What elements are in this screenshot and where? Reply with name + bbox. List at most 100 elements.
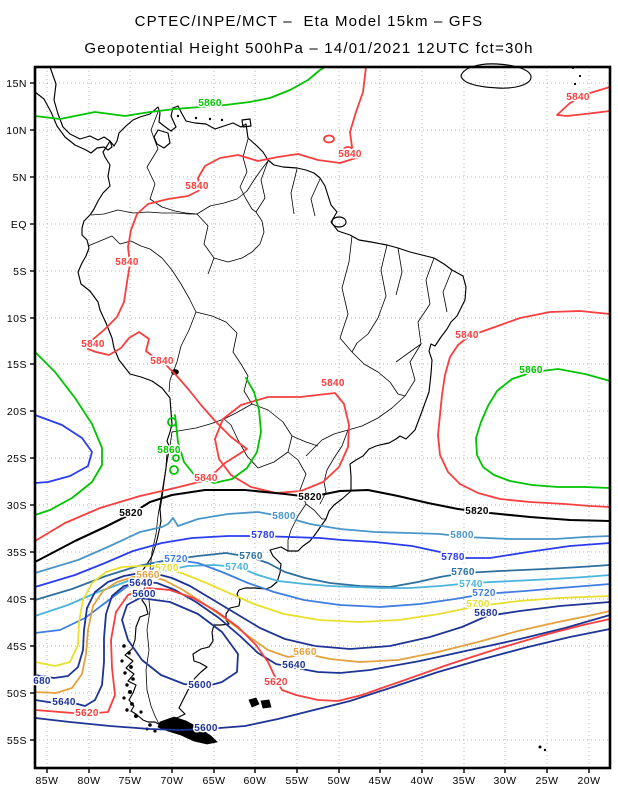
atlantic-island-outline: [460, 63, 532, 89]
lat-tick-label: 5N: [13, 172, 27, 184]
border-segment: [310, 178, 321, 217]
contour-5840-ne-corner: [556, 86, 611, 117]
border-segment: [377, 244, 388, 319]
lat-tick-label: 35S: [7, 547, 27, 559]
contour-5860-pacific: [34, 351, 103, 516]
lon-tick-label: 35W: [452, 775, 475, 787]
contour-5600-outer: [34, 628, 611, 731]
border-segment: [145, 431, 173, 725]
lat-tick-label: 55S: [7, 735, 27, 747]
trinidad-island: [241, 118, 252, 128]
border-segment: [195, 311, 253, 405]
contour-5780: [34, 535, 611, 588]
lon-tick-label: 65W: [202, 775, 225, 787]
border-segment: [305, 503, 326, 520]
contour-value-label: 5840: [185, 181, 209, 192]
map-frame: [33, 65, 612, 770]
contour-value-label: 5600: [188, 680, 212, 691]
lon-tick-label: 25W: [535, 775, 558, 787]
contour-value-label: 5800: [272, 511, 296, 522]
title-block: CPTEC/INPE/MCT – Eta Model 15km – GFS Ge…: [0, 0, 618, 62]
lat-tick-label: EQ: [11, 219, 27, 231]
contour-value-label: 5820: [465, 506, 489, 517]
lat-tick-label: 20S: [7, 406, 27, 418]
contour-5840-small-cell: [342, 146, 354, 154]
lat-tick-label: 5S: [13, 266, 27, 278]
country-borders: [87, 111, 453, 725]
lat-tick-label: 40S: [7, 594, 27, 606]
contour-5840-west: [34, 66, 367, 542]
contour-5860-atlantic-high: [475, 368, 611, 489]
contour-value-label: 5860: [198, 98, 222, 109]
contour-value-label: 5760: [239, 551, 263, 562]
title-line-1: CPTEC/INPE/MCT – Eta Model 15km – GFS: [134, 13, 484, 30]
contour-value-label: 5840: [321, 378, 345, 389]
border-segment: [239, 138, 257, 213]
contour-value-label: 5600: [194, 723, 218, 734]
contour-5840-east: [437, 310, 611, 508]
contour-5880-pacific-high: [34, 414, 93, 484]
central-america-pacific-coast: [34, 91, 113, 154]
contour-value-label: 5680: [474, 608, 498, 619]
border-segment: [319, 429, 349, 505]
border-segment: [395, 343, 422, 363]
contour-value-label: 5720: [472, 588, 496, 599]
contour-value-label: 5640: [129, 578, 153, 589]
contour-5700: [34, 565, 611, 667]
contour-value-label: 5840: [194, 473, 218, 484]
lon-tick-label: 30W: [493, 775, 516, 787]
lon-tick-label: 70W: [160, 775, 183, 787]
contour-value-label: 5700: [155, 563, 179, 574]
border-segment: [87, 235, 151, 250]
contour-value-label: 5780: [251, 530, 275, 541]
contour-value-label: 5840: [566, 92, 590, 103]
contour-value-label: 5620: [75, 708, 99, 719]
contour-value-label: 5620: [264, 677, 288, 688]
central-america-caribbean-coast: [49, 66, 111, 142]
border-segment: [255, 160, 269, 213]
contour-value-label: 680: [33, 676, 51, 687]
border-segment: [339, 337, 406, 397]
contour-value-label: 5640: [52, 697, 76, 708]
contour-value-label: 5740: [225, 562, 249, 573]
contour-5600-inner-closed: [121, 597, 239, 688]
border-segment: [395, 247, 403, 296]
contour-value-label: 5800: [450, 530, 474, 541]
contour-5820: [33, 488, 612, 564]
title-line-2: Geopotential Height 500hPa – 14/01/2021 …: [84, 40, 534, 57]
lon-tick-label: 40W: [410, 775, 433, 787]
border-segment: [149, 248, 197, 313]
border-segment: [146, 111, 198, 215]
axis-labels: 15N 10N 5N EQ 5S 10S 15S 20S 25S 30S 35S 40S 45S 50S 5…: [6, 78, 600, 787]
border-segment: [90, 209, 197, 216]
caribbean-islets: [176, 66, 582, 752]
border-segment: [196, 213, 215, 275]
border-segment: [223, 403, 293, 469]
contour-value-label: 5780: [441, 552, 465, 563]
border-segment: [171, 403, 253, 433]
lat-tick-label: 30S: [7, 500, 27, 512]
lon-tick-label: 80W: [77, 775, 100, 787]
marajo-island: [331, 216, 347, 228]
contour-value-label: 5840: [81, 339, 105, 350]
contour-value-label: 5840: [455, 330, 479, 341]
lat-tick-label: 15S: [7, 359, 27, 371]
border-segment: [290, 168, 298, 215]
lat-tick-label: 45S: [7, 641, 27, 653]
contour-5660: [34, 575, 611, 694]
contour-5760: [34, 552, 611, 601]
lat-tick-label: 25S: [7, 453, 27, 465]
fjord-islets: [120, 644, 157, 733]
lat-tick-label: 50S: [7, 688, 27, 700]
contour-5860-coastal-cell: [169, 465, 179, 475]
border-segment: [196, 160, 269, 215]
contour-value-label: 5660: [136, 570, 160, 581]
contour-5860-north: [34, 66, 326, 120]
lat-tick-label: 10N: [6, 125, 27, 137]
lon-tick-label: 75W: [118, 775, 141, 787]
contour-value-label: 5720: [164, 554, 188, 565]
contour-value-label: 5860: [519, 365, 543, 376]
contour-labels: 5860 5840 5840 5840 5840 5840 5840 5840 5840 5860…: [32, 91, 591, 736]
